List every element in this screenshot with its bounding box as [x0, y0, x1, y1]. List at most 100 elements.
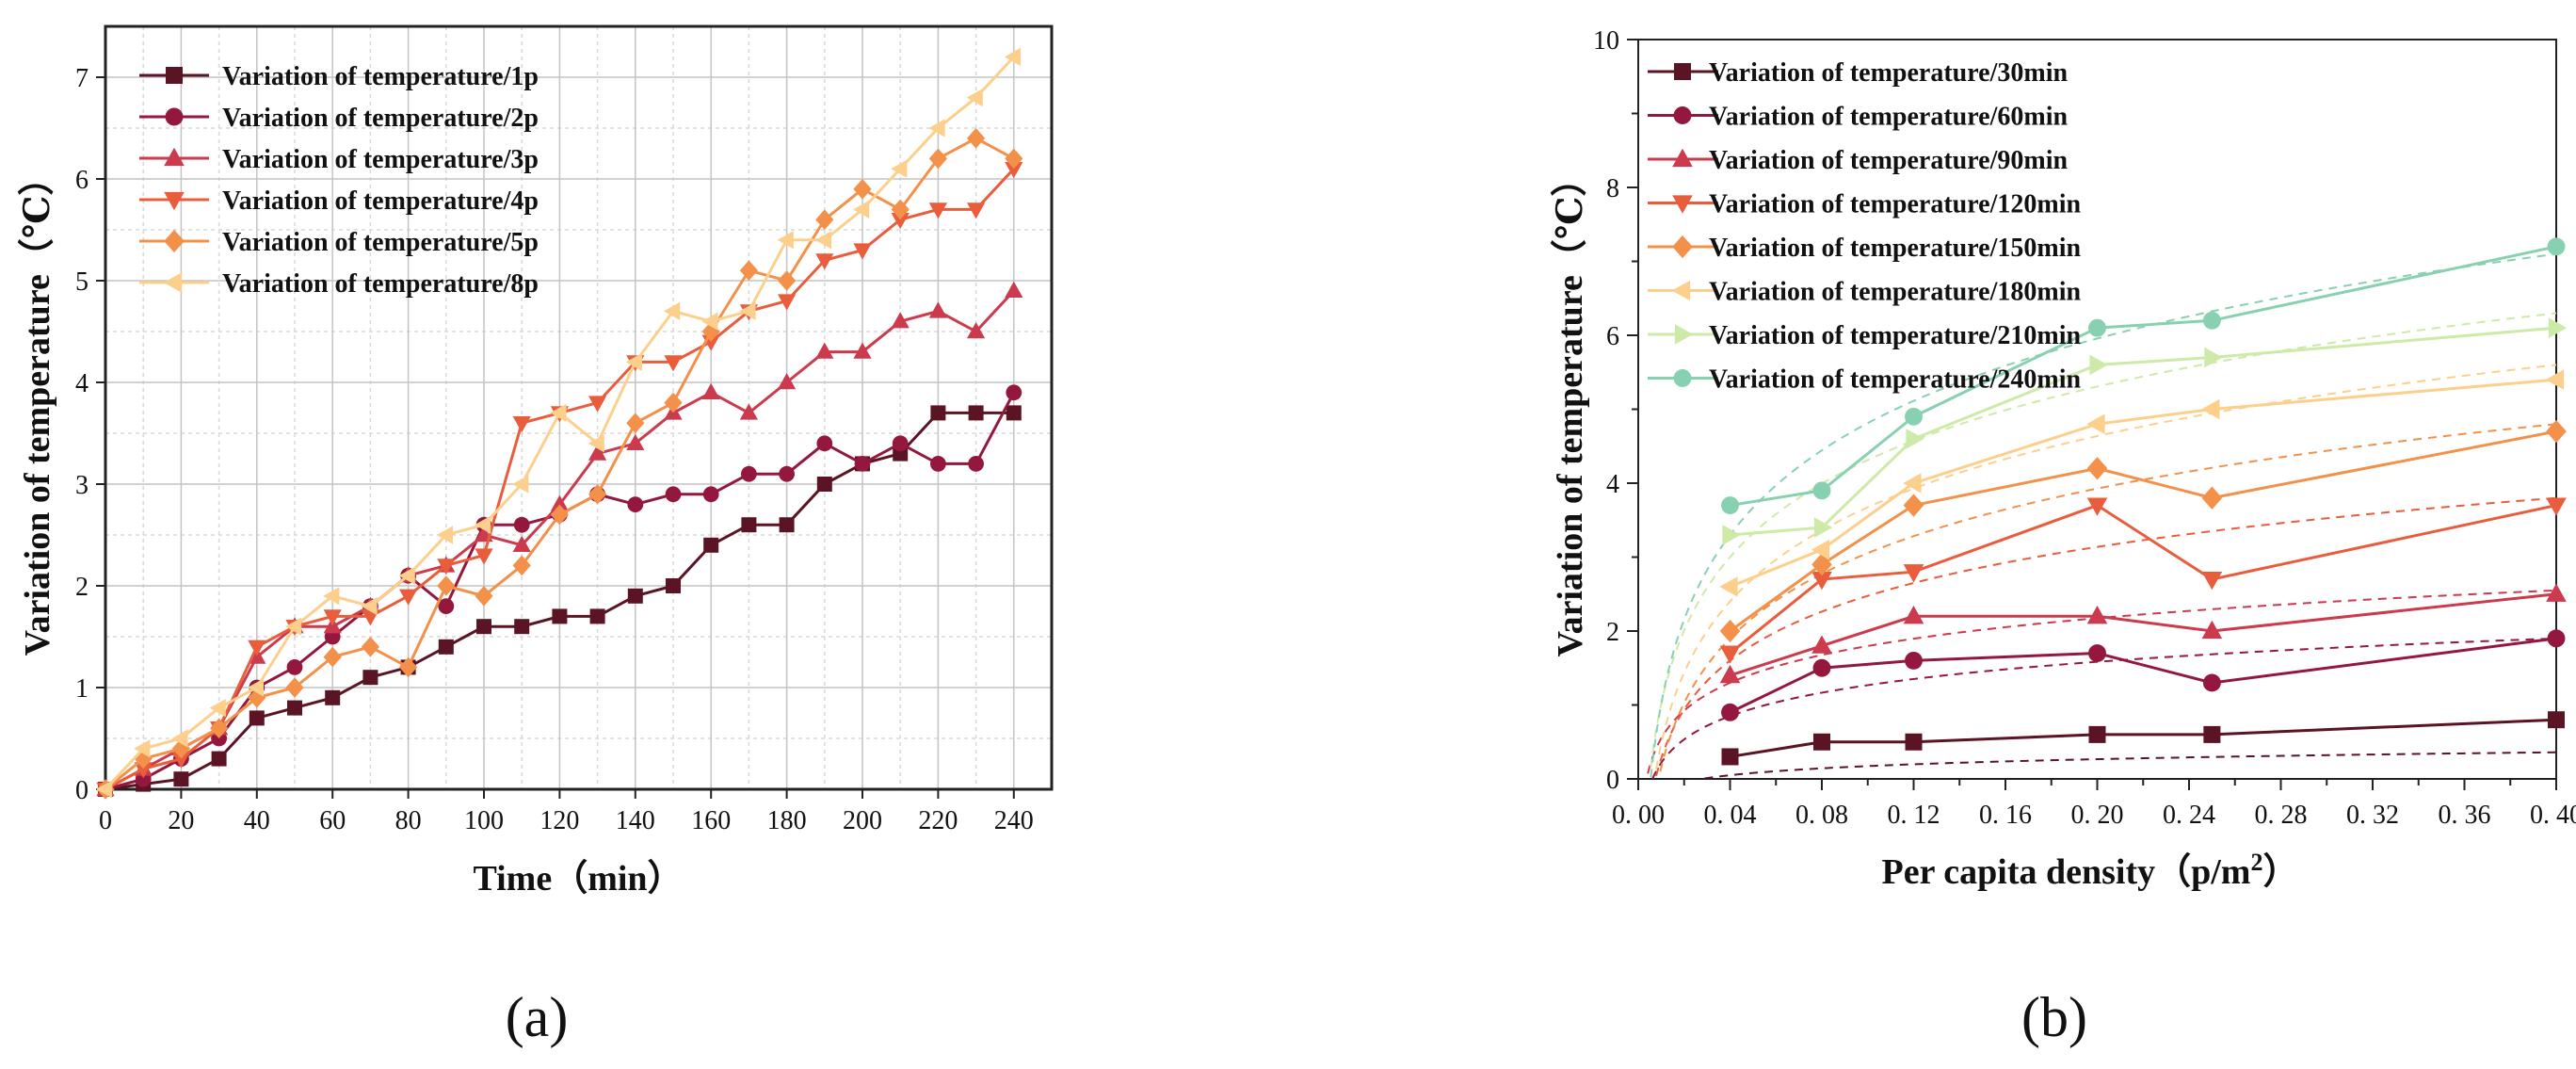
data-point	[285, 617, 302, 636]
data-point	[323, 587, 340, 606]
data-point	[2547, 237, 2566, 256]
data-point	[967, 128, 986, 149]
legend-marker	[164, 229, 185, 253]
data-point	[247, 678, 264, 697]
data-point	[967, 202, 986, 219]
series-line	[1729, 637, 2557, 714]
x-tick-label: 80	[395, 806, 422, 835]
data-point	[323, 646, 342, 668]
data-point	[1905, 733, 1923, 751]
series-line	[1730, 245, 2557, 508]
data-point	[437, 575, 456, 596]
legend-marker	[1674, 63, 1691, 80]
data-point	[968, 405, 984, 421]
data-point	[588, 434, 604, 453]
legend-label: Variation of temperature/30min	[1709, 58, 2068, 88]
data-point	[625, 352, 642, 371]
x-tick-label: 120	[539, 806, 579, 835]
series-line	[1730, 718, 2557, 758]
data-point	[398, 566, 415, 585]
data-point	[362, 670, 378, 686]
y-tick-label: 0	[75, 776, 89, 805]
data-point	[476, 619, 491, 635]
legend-label: Variation of temperature/8p	[222, 269, 539, 299]
chart-a-frame	[104, 24, 1054, 791]
data-point	[891, 213, 910, 230]
data-point	[211, 751, 227, 767]
data-point	[739, 260, 758, 281]
data-point	[778, 373, 797, 390]
panel-label-a: (a)	[506, 986, 569, 1048]
y-tick-label: 3	[75, 471, 89, 500]
x-tick-label: 220	[918, 806, 958, 835]
fit-line-8	[1650, 252, 2557, 778]
x-tick-label: 0. 24	[2163, 801, 2215, 830]
data-point	[928, 202, 947, 219]
x-tick-label: 180	[767, 806, 807, 835]
chart-a: 0 20 40 60 80 100 120 140 160 180 200 220 240 0 1 2 3 4 5 6…	[18, 24, 1054, 1048]
legend-marker	[1674, 324, 1694, 345]
data-point	[399, 589, 418, 606]
legend-label: Variation of temperature/180min	[1709, 278, 2081, 307]
legend-marker	[1673, 369, 1692, 387]
data-point	[854, 456, 871, 472]
data-point	[1813, 517, 1833, 538]
data-point	[438, 639, 454, 655]
data-point	[853, 200, 870, 219]
data-point	[173, 771, 189, 787]
chart-a-legend: Variation of temperature/1p Variation of …	[139, 62, 539, 299]
x-tick-label: 240	[994, 806, 1034, 835]
data-point	[1719, 619, 1741, 643]
data-point	[2203, 725, 2221, 743]
legend-item-a-1: Variation of temperature/1p	[139, 62, 539, 91]
data-point	[815, 253, 834, 270]
data-point	[778, 270, 797, 291]
x-tick-label: 200	[843, 806, 882, 835]
chart-b-x-label-end: ）	[2262, 852, 2298, 892]
chart-b-y-label: Variation of temperature（℃）	[1551, 161, 1590, 657]
x-tick-label: 0	[99, 806, 112, 835]
data-point	[2201, 486, 2223, 510]
data-point	[1005, 162, 1023, 179]
data-point	[739, 403, 758, 420]
x-tick-label: 0. 04	[1704, 801, 1757, 830]
data-point	[1719, 664, 1741, 684]
series-a-6	[96, 47, 1021, 799]
data-point	[930, 456, 946, 472]
x-tick-label: 20	[168, 806, 194, 835]
data-point	[285, 677, 304, 698]
data-point	[891, 312, 910, 329]
data-point	[399, 656, 418, 678]
data-point	[1812, 658, 1831, 677]
legend-label: Variation of temperature/240min	[1709, 365, 2081, 395]
data-point	[779, 465, 795, 482]
data-point	[514, 619, 530, 635]
series-line	[1729, 378, 2557, 589]
data-point	[2202, 673, 2221, 692]
data-point	[2086, 606, 2108, 624]
fit-line-2	[1651, 637, 2557, 780]
data-point	[853, 243, 872, 260]
legend-label: Variation of temperature/90min	[1709, 146, 2068, 175]
data-point	[210, 718, 229, 738]
legend-marker	[1672, 195, 1693, 214]
data-point	[437, 559, 456, 575]
data-point	[664, 392, 683, 413]
data-point	[2086, 457, 2108, 480]
data-point	[2202, 311, 2221, 330]
data-point	[1721, 703, 1739, 721]
data-point	[1721, 496, 1739, 514]
data-point	[512, 555, 531, 576]
y-tick-label: 7	[75, 64, 89, 93]
legend-marker	[166, 67, 183, 84]
x-tick-label: 0. 36	[2439, 801, 2491, 830]
data-point	[664, 301, 681, 320]
data-point	[739, 301, 756, 320]
data-point	[816, 435, 833, 452]
data-point	[2086, 413, 2105, 434]
data-point	[703, 537, 719, 553]
data-point	[2088, 725, 2106, 743]
data-point	[2546, 497, 2567, 516]
data-point	[2548, 711, 2565, 729]
